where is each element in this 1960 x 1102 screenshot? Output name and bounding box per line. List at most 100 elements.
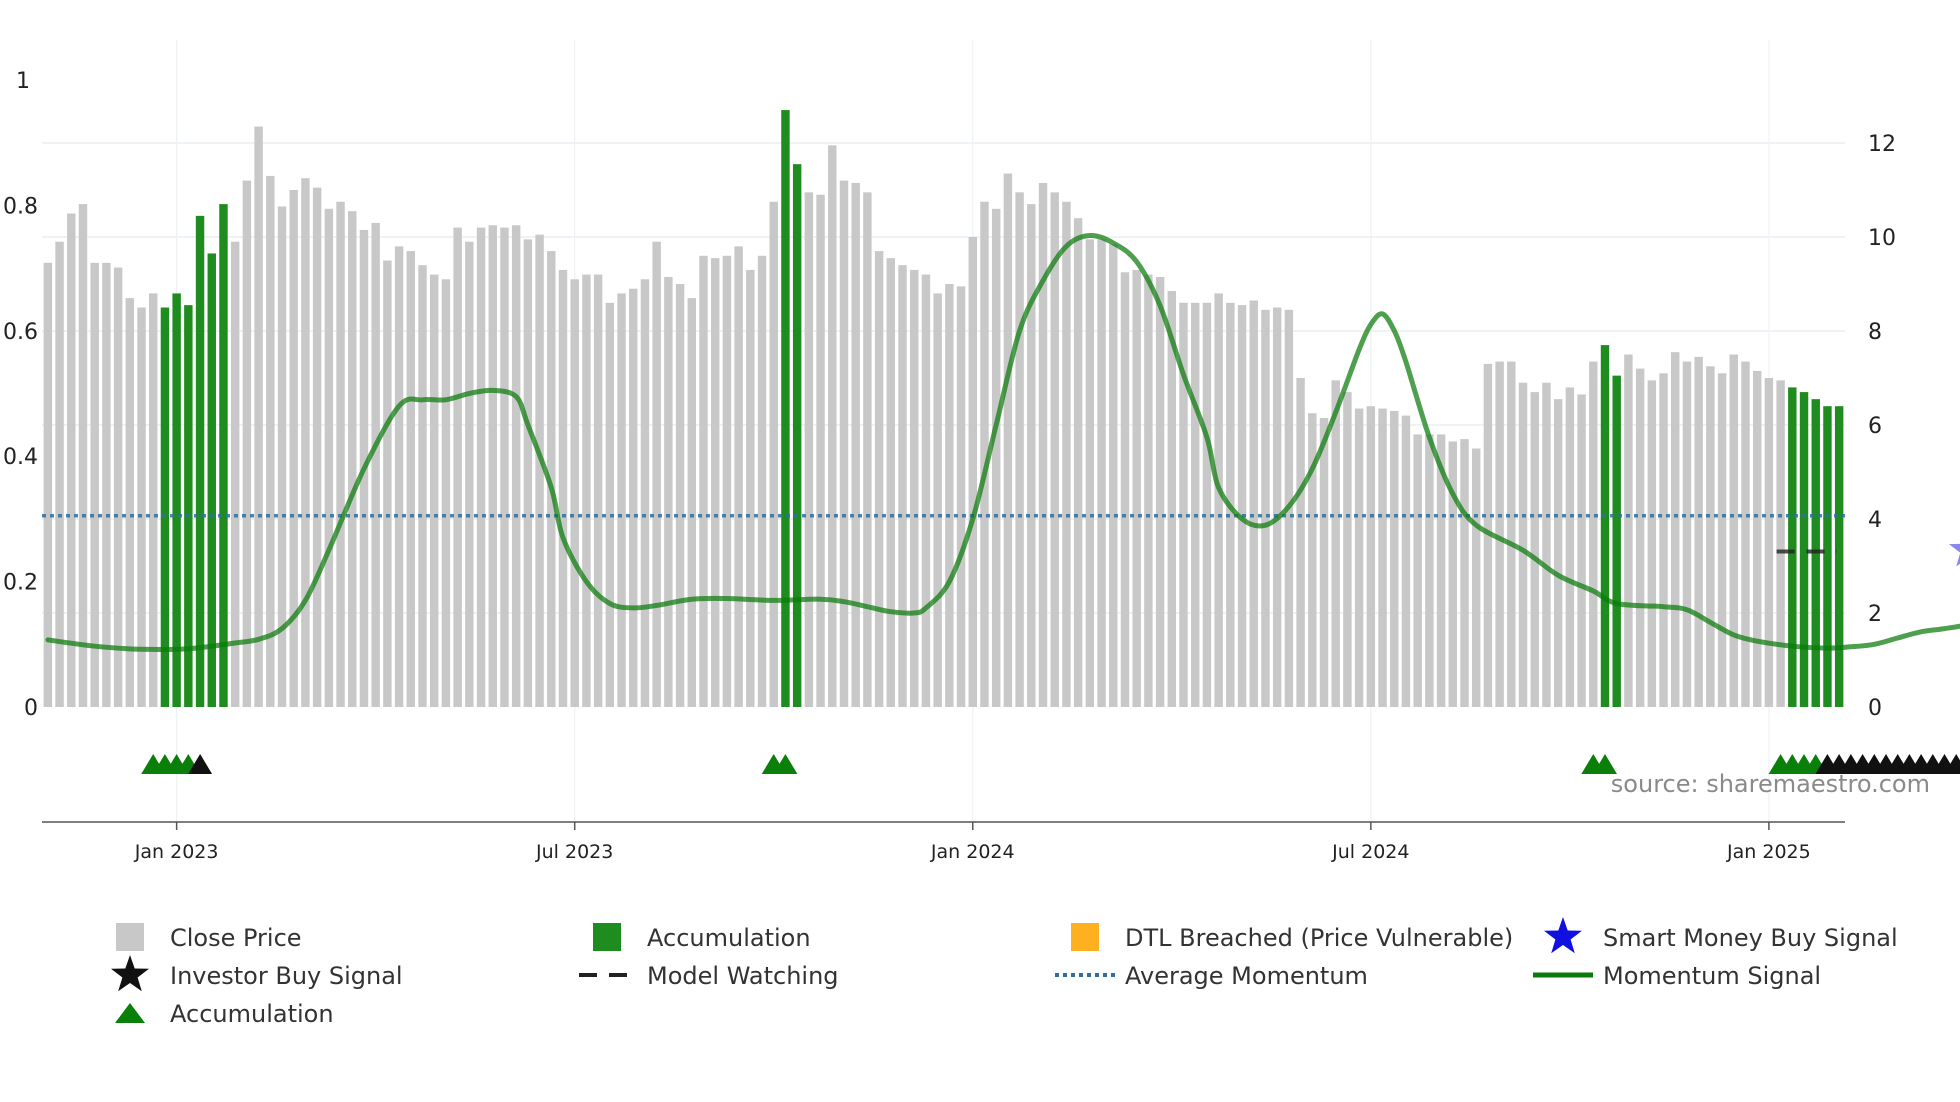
legend-item-average-momentum: Average Momentum xyxy=(1055,962,1368,990)
close-price-bar xyxy=(1671,352,1680,707)
close-price-bar xyxy=(1109,244,1118,708)
close-price-bar xyxy=(90,262,99,707)
close-price-bar xyxy=(453,227,462,707)
close-price-bar xyxy=(113,267,123,707)
close-price-bar xyxy=(699,255,708,708)
legend-item-accumulation-marker: Accumulation xyxy=(115,1000,334,1028)
close-price-bar xyxy=(1507,361,1516,707)
close-price-bar xyxy=(617,293,626,707)
accumulation-bar xyxy=(207,253,216,707)
signal-marker-strip xyxy=(141,754,1960,774)
close-price-bar xyxy=(500,227,509,707)
close-price-bar xyxy=(441,279,451,707)
close-price-bar xyxy=(980,201,989,707)
right-tick-label: 4 xyxy=(1868,508,1882,533)
investor-buy-marker xyxy=(1944,754,1960,774)
axes: Jan 2023 Jul 2023 Jan 2024 Jul 2024 Jan 2025… xyxy=(3,69,1896,863)
close-price-bar xyxy=(465,241,474,707)
close-price-bar xyxy=(921,274,931,707)
close-price-bar xyxy=(125,298,135,707)
close-price-bar xyxy=(1027,204,1036,707)
close-price-bar xyxy=(242,180,252,708)
right-tick-label: 6 xyxy=(1868,414,1882,439)
close-price-bar xyxy=(769,201,778,707)
close-price-bar xyxy=(43,262,53,707)
close-price-bar xyxy=(1132,269,1141,707)
close-price-bar xyxy=(1589,361,1598,707)
legend-item-close-price: Close Price xyxy=(116,923,302,952)
accumulation-bar xyxy=(160,307,170,707)
close-price-bar xyxy=(535,234,544,707)
left-tick-label: 0.8 xyxy=(3,194,38,219)
close-price-bar xyxy=(1202,302,1212,707)
legend-label: Smart Money Buy Signal xyxy=(1603,924,1898,952)
legend-item-smart-money-buy: Smart Money Buy Signal xyxy=(1544,917,1898,954)
close-price-bar xyxy=(476,227,486,707)
close-price-bar xyxy=(1436,434,1446,707)
close-price-bar xyxy=(1308,413,1317,707)
close-price-bar xyxy=(851,182,860,707)
close-price-bar xyxy=(1694,356,1703,707)
close-price-bar xyxy=(816,194,825,707)
close-price-bar xyxy=(933,293,942,707)
close-price-bar xyxy=(324,208,334,708)
close-price-bar xyxy=(582,274,591,707)
buy-signal-group xyxy=(1948,543,1960,567)
accumulation-bar xyxy=(172,293,181,707)
accumulation-bar xyxy=(781,110,790,708)
close-price-bar xyxy=(1764,378,1774,707)
close-price-bar xyxy=(886,258,896,707)
close-price-bar xyxy=(1319,417,1329,707)
close-price-bar xyxy=(336,201,345,707)
close-price-bar xyxy=(55,241,64,707)
close-price-bar xyxy=(874,251,884,707)
close-price-bar xyxy=(1296,378,1305,707)
left-tick-label: 0.6 xyxy=(3,320,38,345)
close-price-bar xyxy=(149,293,158,707)
close-price-bar xyxy=(722,255,732,708)
close-price-bar xyxy=(910,269,919,707)
close-price-bar xyxy=(1120,272,1130,707)
close-price-bar xyxy=(1038,182,1048,707)
close-price-bar xyxy=(1272,307,1282,707)
close-price-bar xyxy=(78,204,88,707)
close-price-bar xyxy=(1495,361,1504,707)
close-price-bar xyxy=(1401,415,1411,707)
close-price-bar xyxy=(547,251,556,707)
close-price-bar xyxy=(1144,274,1153,707)
left-tick-label: 0.4 xyxy=(3,445,38,470)
close-price-bar xyxy=(1085,239,1095,707)
accumulation-bar xyxy=(195,215,205,707)
x-tick-label: Jan 2024 xyxy=(930,841,1015,863)
legend-label: Momentum Signal xyxy=(1603,962,1821,990)
close-price-bar xyxy=(991,208,1001,708)
accumulation-bar xyxy=(1612,375,1621,707)
accumulation-triangle-icon xyxy=(115,1003,145,1023)
close-price-bar xyxy=(137,307,146,707)
close-price-bar xyxy=(1261,309,1270,707)
close-price-bar xyxy=(898,265,907,707)
close-price-bar xyxy=(640,279,650,707)
close-price-bar xyxy=(1553,399,1563,707)
momentum-signal-group xyxy=(45,232,1960,653)
close-price-bar xyxy=(1155,276,1165,707)
close-price-bar xyxy=(1097,239,1106,707)
close-price-bar xyxy=(1776,380,1785,707)
accumulation-swatch xyxy=(593,923,621,951)
close-price-bar xyxy=(301,178,310,707)
close-price-bar xyxy=(828,145,837,708)
close-price-bar xyxy=(266,175,275,707)
legend-item-accumulation-bar: Accumulation xyxy=(593,923,811,952)
legend-label: Accumulation xyxy=(170,1000,334,1028)
investor-star-icon xyxy=(111,955,149,992)
close-price-bar xyxy=(1752,370,1762,707)
close-price-bar xyxy=(746,269,755,707)
close-price-bar xyxy=(687,298,696,707)
close-price-bar xyxy=(652,241,661,707)
close-price-bar xyxy=(1518,382,1528,707)
x-tick-label: Jan 2023 xyxy=(134,841,219,863)
close-price-bar xyxy=(605,302,615,707)
accumulation-bar xyxy=(184,305,193,707)
close-price-bar xyxy=(1729,354,1738,707)
